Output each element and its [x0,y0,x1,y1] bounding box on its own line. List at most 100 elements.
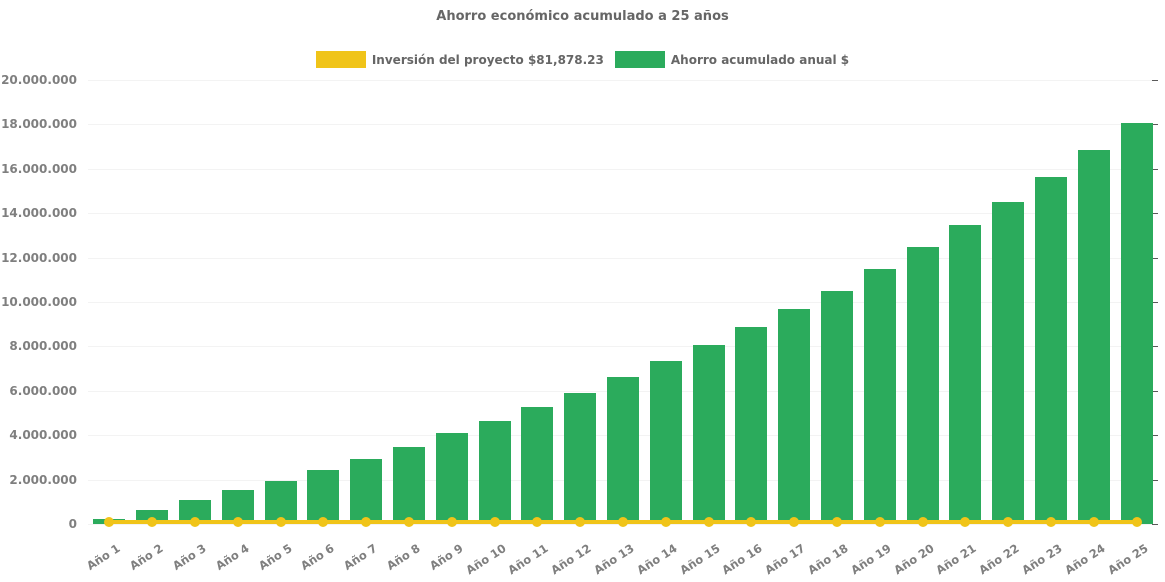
bar-ano-7 [350,458,383,524]
bar-ano-17 [778,309,811,524]
bar-ano-6 [307,469,340,524]
bar-ano-5 [264,480,297,524]
x-axis-tick-label: Año 12 [548,541,594,578]
y-axis-tick-label: 16.000.000 [1,161,77,176]
bar-ano-3 [179,500,211,524]
investment-line-marker-icon [832,517,842,528]
gridline [88,346,1158,348]
legend-swatch-investment-icon [315,51,366,68]
x-axis-tick-label: Año 7 [341,541,380,573]
y-axis-tick-label: 14.000.000 [1,206,77,221]
x-axis-tick-label: Año 16 [719,541,766,578]
bar-ano-11 [521,406,554,524]
x-axis-tick-label: Año 25 [1104,541,1151,578]
gridline [88,80,1158,81]
gridline [88,302,1158,303]
legend-item-savings: Ahorro acumulado anual $ [614,51,850,68]
investment-line-marker-icon [232,517,243,528]
investment-line-marker-icon [703,517,714,528]
y-axis-tick-label: 0 [68,517,77,531]
y-axis-tick-label: 6.000.000 [9,383,77,398]
right-axis-tick [1152,257,1158,259]
bar-ano-20 [906,247,939,524]
right-axis-tick [1152,302,1158,303]
investment-line-marker-icon [318,517,329,528]
investment-line-marker-icon [874,517,885,528]
chart-title: Ahorro económico acumulado a 25 años [436,9,729,24]
bar-ano-25 [1120,122,1153,524]
bar-ano-21 [949,225,982,524]
x-axis-tick-label: Año 1 [84,541,124,573]
x-axis-tick-label: Año 5 [255,541,295,573]
x-axis-tick-label: Año 24 [1062,541,1108,578]
investment-line-marker-icon [190,517,200,528]
bar-ano-23 [1035,176,1067,524]
y-axis-tick-label: 12.000.000 [1,250,77,265]
investment-line-marker-icon [275,517,286,528]
right-axis-tick [1152,80,1158,81]
bar-ano-12 [564,393,597,524]
investment-line-marker-icon [960,517,971,528]
bar-ano-16 [735,327,768,524]
legend-item-investment: Inversión del proyecto $81,878.23 [315,51,604,68]
investment-line-marker-icon [1003,517,1014,528]
x-axis-tick-label: Año 20 [890,541,937,578]
x-axis-tick-label: Año 4 [212,541,252,573]
right-axis-tick [1152,524,1158,525]
x-axis-tick-label: Año 2 [127,541,166,573]
x-axis-tick-label: Año 21 [933,541,980,578]
right-axis-tick [1152,390,1158,392]
y-axis-tick-label: 4.000.000 [9,428,77,443]
gridline [88,213,1158,215]
investment-line-marker-icon [1131,517,1142,528]
right-axis-tick [1152,435,1158,437]
investment-line-marker-icon [746,517,757,528]
investment-line-marker-icon [575,517,586,528]
y-axis-tick-label: 10.000.000 [1,295,77,309]
investment-line-marker-icon [1046,517,1056,528]
bar-ano-13 [607,377,639,524]
investment-line-marker-icon [917,517,928,528]
investment-line-marker-icon [446,517,457,528]
investment-line-marker-icon [660,517,671,528]
gridline [88,257,1158,259]
investment-line-marker-icon [532,517,543,528]
investment-line-marker-icon [789,517,800,528]
right-axis-tick [1152,479,1158,481]
x-axis-tick-label: Año 3 [169,541,209,573]
x-axis-tick-label: Año 17 [762,541,808,578]
bar-ano-10 [478,421,511,524]
x-axis-tick-label: Año 6 [298,541,338,573]
y-axis-tick-label: 20.000.000 [1,73,77,87]
gridline [88,124,1158,126]
legend-swatch-savings-icon [614,51,665,68]
x-axis-tick-label: Año 15 [676,541,723,578]
x-axis-tick-label: Año 11 [505,541,552,578]
investment-line-marker-icon [489,517,500,528]
y-axis-tick-label: 18.000.000 [1,117,77,132]
bar-ano-19 [863,269,896,524]
bar-ano-9 [435,433,468,524]
right-axis-tick [1152,168,1158,170]
bar-ano-14 [649,361,682,524]
investment-line-marker-icon [104,517,115,528]
x-axis-tick-label: Año 8 [383,541,423,573]
investment-line-marker-icon [404,517,414,528]
legend-label-savings: Ahorro acumulado anual $ [670,52,850,67]
bar-ano-15 [692,345,725,524]
x-axis-tick-label: Año 10 [462,541,509,578]
bar-ano-22 [992,202,1025,524]
bar-ano-8 [393,446,425,524]
investment-line-marker-icon [361,517,372,528]
legend: Inversión del proyecto $81,878.23 Ahorro… [0,51,1165,68]
x-axis-tick-label: Año 23 [1019,541,1065,578]
investment-line-marker-icon [1088,517,1099,528]
x-axis-tick-label: Año 13 [591,541,637,578]
y-axis-tick-label: 2.000.000 [9,472,77,487]
investment-line-marker-icon [618,517,628,528]
x-axis-tick-label: Año 14 [634,541,680,578]
y-axis-tick-label: 8.000.000 [9,339,77,354]
x-axis-tick-label: Año 18 [805,541,851,578]
